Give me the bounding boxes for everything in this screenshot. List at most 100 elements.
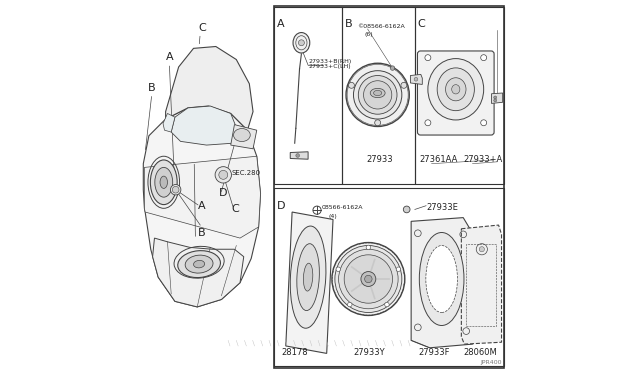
Circle shape — [344, 255, 392, 303]
Text: D: D — [276, 201, 285, 211]
Circle shape — [219, 170, 228, 179]
Polygon shape — [145, 156, 260, 238]
Circle shape — [385, 302, 389, 307]
Ellipse shape — [370, 89, 385, 98]
Polygon shape — [410, 74, 422, 84]
Circle shape — [353, 71, 402, 119]
Circle shape — [358, 76, 397, 114]
Circle shape — [364, 81, 392, 109]
Ellipse shape — [437, 68, 474, 111]
Circle shape — [365, 275, 372, 283]
Circle shape — [172, 186, 179, 193]
Text: 27933+B(RH): 27933+B(RH) — [309, 59, 352, 64]
Circle shape — [361, 272, 376, 286]
Circle shape — [298, 40, 305, 46]
Text: 27933: 27933 — [367, 155, 393, 164]
Circle shape — [366, 245, 371, 250]
Circle shape — [296, 154, 300, 157]
Ellipse shape — [150, 160, 177, 205]
Circle shape — [374, 120, 381, 126]
Circle shape — [336, 267, 340, 272]
Text: JPR400: JPR400 — [481, 360, 502, 365]
Polygon shape — [166, 46, 253, 130]
Text: 27933Y: 27933Y — [353, 348, 385, 357]
Text: C: C — [418, 19, 426, 29]
Ellipse shape — [193, 260, 205, 268]
Text: A: A — [276, 19, 284, 29]
Circle shape — [481, 55, 486, 61]
Circle shape — [401, 82, 407, 88]
Bar — [273, 7, 342, 184]
Ellipse shape — [452, 85, 460, 94]
Polygon shape — [286, 212, 333, 353]
Polygon shape — [152, 238, 244, 307]
Circle shape — [479, 247, 484, 252]
Text: C: C — [232, 204, 239, 214]
Bar — [466, 244, 497, 326]
Circle shape — [332, 243, 405, 315]
Circle shape — [390, 66, 395, 70]
Ellipse shape — [428, 58, 484, 120]
Ellipse shape — [445, 78, 466, 101]
Circle shape — [396, 267, 401, 272]
Text: 27933+C(LH): 27933+C(LH) — [309, 64, 351, 69]
Text: 08566-6162A: 08566-6162A — [321, 205, 363, 211]
Text: B: B — [148, 83, 156, 93]
Text: 28060M: 28060M — [463, 348, 497, 357]
Circle shape — [215, 167, 232, 183]
Ellipse shape — [426, 246, 458, 312]
Ellipse shape — [185, 255, 213, 273]
Ellipse shape — [293, 32, 310, 53]
Text: B: B — [198, 228, 205, 238]
Polygon shape — [231, 125, 257, 149]
Text: 27933F: 27933F — [419, 348, 450, 357]
Circle shape — [403, 206, 410, 213]
Circle shape — [348, 82, 355, 88]
Text: 27933+A: 27933+A — [463, 155, 502, 164]
Text: C: C — [198, 23, 205, 33]
Ellipse shape — [155, 167, 173, 197]
Text: A: A — [166, 52, 173, 62]
Text: SEC.280: SEC.280 — [232, 170, 260, 176]
Bar — [415, 7, 504, 184]
Text: 27933E: 27933E — [427, 203, 459, 212]
Polygon shape — [411, 218, 472, 348]
Text: ©08566-6162A: ©08566-6162A — [357, 24, 405, 29]
Ellipse shape — [419, 232, 464, 326]
Ellipse shape — [178, 251, 220, 278]
Polygon shape — [461, 225, 502, 344]
Polygon shape — [492, 93, 502, 103]
Ellipse shape — [374, 90, 381, 96]
Text: (6): (6) — [365, 32, 373, 36]
Text: 27361AA: 27361AA — [419, 155, 458, 164]
Circle shape — [170, 185, 181, 195]
Text: 28178: 28178 — [282, 348, 308, 357]
Polygon shape — [172, 106, 238, 145]
Ellipse shape — [160, 176, 168, 189]
Polygon shape — [143, 106, 260, 307]
Bar — [273, 188, 504, 366]
Circle shape — [339, 249, 398, 309]
Circle shape — [348, 302, 352, 307]
Circle shape — [481, 120, 486, 126]
Polygon shape — [163, 113, 175, 132]
Polygon shape — [291, 152, 308, 159]
Circle shape — [425, 55, 431, 61]
Text: (4): (4) — [328, 214, 337, 219]
Text: D: D — [218, 189, 227, 198]
Ellipse shape — [297, 244, 319, 311]
Text: A: A — [198, 201, 206, 211]
Circle shape — [425, 120, 431, 126]
Circle shape — [335, 246, 402, 312]
Circle shape — [493, 99, 497, 102]
Ellipse shape — [303, 263, 313, 291]
FancyBboxPatch shape — [417, 51, 494, 135]
Circle shape — [346, 63, 410, 126]
Circle shape — [493, 96, 497, 99]
Ellipse shape — [234, 129, 250, 142]
Bar — [342, 7, 415, 184]
Bar — [273, 6, 504, 368]
Ellipse shape — [291, 226, 326, 328]
Text: B: B — [346, 19, 353, 29]
Circle shape — [414, 77, 418, 81]
